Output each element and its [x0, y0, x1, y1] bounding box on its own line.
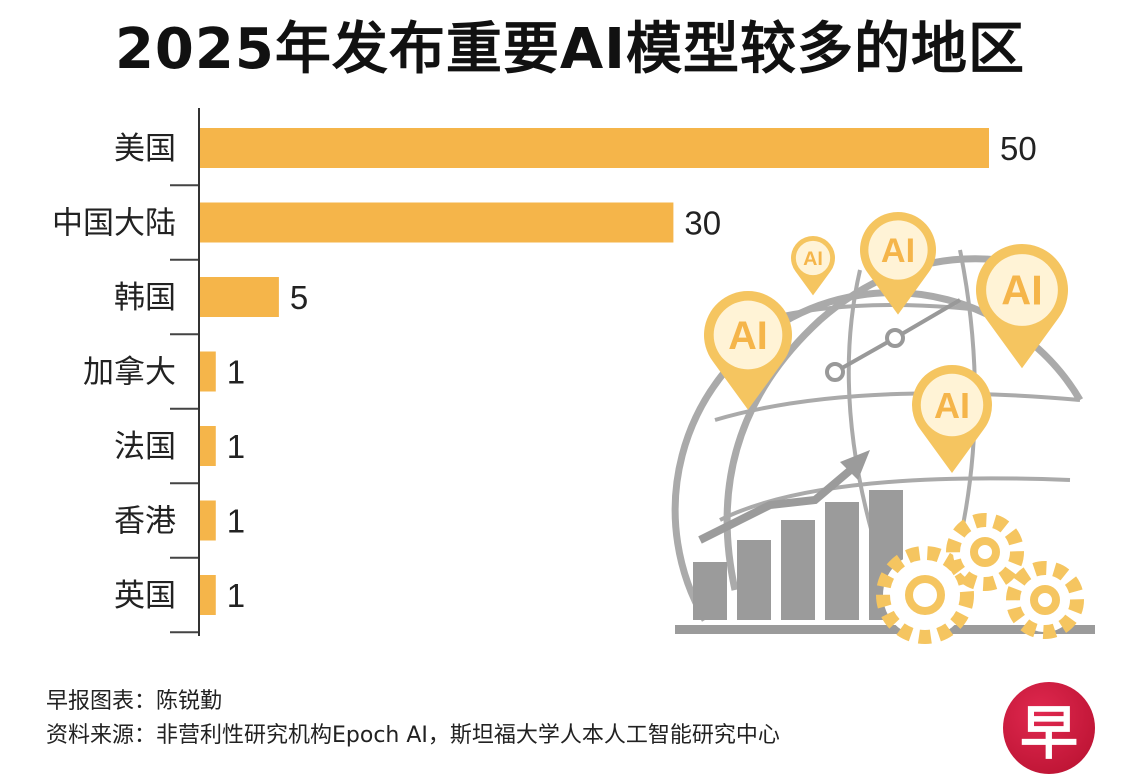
pin-inner — [920, 373, 984, 437]
bar — [200, 351, 216, 392]
chart-title: 2025年发布重要AI模型较多的地区 — [114, 17, 1026, 82]
value-label: 1 — [227, 503, 245, 540]
bar — [200, 277, 279, 317]
source-credit: 资料来源：非营利性研究机构Epoch AI，斯坦福大学人本人工智能研究中心 — [46, 723, 780, 748]
bar — [200, 426, 216, 466]
pin-ai-label: AI — [934, 385, 970, 426]
bar — [200, 202, 674, 243]
ai-globe-illustration: AI AI AI AI AI — [671, 212, 1095, 644]
value-label: 30 — [684, 205, 721, 242]
category-label: 韩国 — [114, 280, 176, 316]
pin-inner — [986, 254, 1058, 326]
bar — [200, 500, 216, 541]
pin-ai-label: AI — [803, 248, 823, 270]
category-label: 中国大陆 — [52, 206, 176, 242]
zaobao-logo: 早 — [1003, 682, 1095, 774]
category-label: 英国 — [114, 578, 176, 614]
pin-inner — [868, 220, 928, 280]
value-label: 1 — [227, 428, 245, 465]
author-credit: 早报图表：陈锐勤 — [46, 689, 223, 714]
category-label: 美国 — [114, 131, 176, 167]
pin-inner — [795, 240, 831, 276]
category-label: 法国 — [114, 429, 176, 465]
category-label: 加拿大 — [83, 355, 176, 391]
bar — [200, 128, 989, 168]
value-label: 1 — [227, 354, 245, 391]
bar — [200, 575, 216, 615]
category-label: 香港 — [114, 504, 176, 540]
pin-ai-label: AI — [1001, 268, 1042, 314]
pin-inner — [713, 300, 783, 370]
value-label: 5 — [290, 279, 308, 316]
bar-chart: 美国 50 中国大陆 30 韩国 5 加拿大 1 法国 1 香港 1 英国 1 AI AI AI AI AI — [52, 108, 1095, 644]
pin-ai-label: AI — [728, 314, 768, 358]
pin-ai-label: AI — [881, 232, 915, 270]
value-label: 1 — [227, 577, 245, 614]
value-label: 50 — [1000, 130, 1037, 167]
